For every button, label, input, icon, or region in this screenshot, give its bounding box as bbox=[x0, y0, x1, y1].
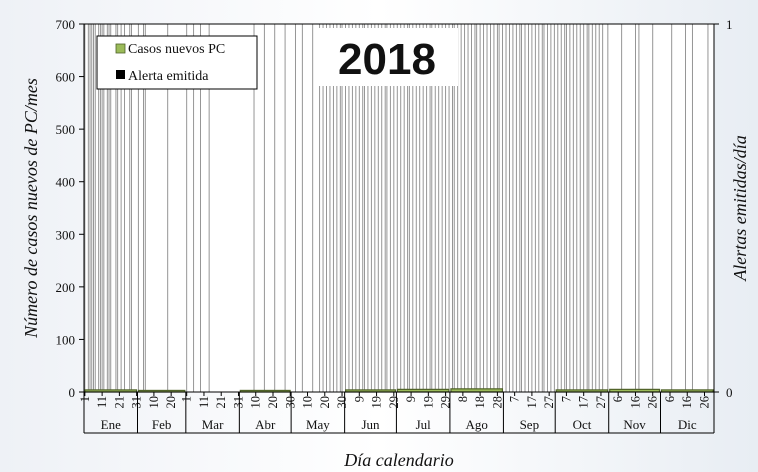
day-tick-label: 20 bbox=[318, 396, 332, 409]
y-tick-label: 200 bbox=[56, 280, 76, 295]
day-tick-label: 20 bbox=[266, 396, 280, 409]
day-tick-label: 31 bbox=[231, 396, 245, 409]
month-label: Jun bbox=[361, 417, 380, 432]
day-tick-label: 10 bbox=[249, 396, 263, 409]
y2-axis-label: Alertas emitidas/día bbox=[730, 135, 750, 282]
day-tick-label: 16 bbox=[680, 396, 694, 409]
y2-tick-label: 1 bbox=[726, 17, 733, 32]
day-tick-label: 1 bbox=[180, 396, 194, 402]
month-label: May bbox=[306, 417, 330, 432]
y-axis-label: Número de casos nuevos de PC/mes bbox=[21, 78, 41, 339]
day-tick-label: 19 bbox=[370, 396, 384, 409]
day-tick-label: 8 bbox=[456, 396, 470, 402]
legend: Casos nuevos PC Alerta emitida bbox=[96, 35, 258, 90]
day-tick-label: 21 bbox=[112, 396, 126, 409]
day-tick-label: 18 bbox=[473, 396, 487, 409]
day-tick-label: 28 bbox=[490, 396, 504, 409]
month-label: Oct bbox=[573, 417, 592, 432]
y2-tick-label: 0 bbox=[726, 385, 733, 400]
legend-label-alerts: Alerta emitida bbox=[128, 69, 209, 84]
legend-label-cases: Casos nuevos PC bbox=[128, 42, 225, 57]
day-tick-label: 9 bbox=[404, 396, 418, 402]
day-tick-label: 6 bbox=[611, 396, 625, 402]
day-tick-label: 9 bbox=[352, 396, 366, 402]
day-tick-label: 19 bbox=[421, 396, 435, 409]
y-tick-label: 500 bbox=[56, 122, 76, 137]
y-tick-label: 100 bbox=[56, 332, 76, 347]
plot-frame bbox=[83, 23, 715, 393]
day-tick-label: 1 bbox=[78, 396, 92, 402]
y-tick-label: 400 bbox=[56, 175, 76, 190]
title-background bbox=[315, 28, 458, 86]
day-tick-label: 10 bbox=[147, 396, 161, 409]
chart-title: 2018 bbox=[338, 35, 436, 84]
month-label: Abr bbox=[255, 417, 276, 432]
month-label: Ago bbox=[465, 417, 487, 432]
day-tick-label: 7 bbox=[559, 396, 573, 402]
month-label: Jul bbox=[416, 417, 432, 432]
cases-series bbox=[84, 388, 714, 393]
day-tick-label: 26 bbox=[646, 396, 660, 409]
month-label: Sep bbox=[520, 417, 540, 432]
month-label: Ene bbox=[101, 417, 121, 432]
day-tick-label: 6 bbox=[663, 396, 677, 402]
month-label: Feb bbox=[152, 417, 172, 432]
day-tick-label: 26 bbox=[698, 396, 712, 409]
day-tick-label: 11 bbox=[197, 396, 211, 408]
day-tick-label: 11 bbox=[95, 396, 109, 408]
day-tick-label: 30 bbox=[283, 396, 297, 409]
day-tick-label: 10 bbox=[301, 396, 315, 409]
month-label: Dic bbox=[678, 417, 697, 432]
day-tick-label: 21 bbox=[214, 396, 228, 409]
day-tick-label: 31 bbox=[130, 396, 144, 409]
day-tick-label: 17 bbox=[525, 396, 539, 409]
y-tick-label: 600 bbox=[56, 70, 76, 85]
month-label: Mar bbox=[202, 417, 224, 432]
y-tick-label: 300 bbox=[56, 227, 76, 242]
day-tick-label: 29 bbox=[439, 396, 453, 409]
legend-swatch-cases bbox=[115, 43, 126, 54]
day-tick-label: 29 bbox=[387, 396, 401, 409]
day-tick-label: 7 bbox=[508, 396, 522, 402]
day-tick-label: 16 bbox=[628, 396, 642, 409]
day-tick-label: 27 bbox=[594, 396, 608, 409]
day-tick-label: 17 bbox=[577, 396, 591, 409]
y-tick-label: 700 bbox=[56, 17, 76, 32]
y-tick-label: 0 bbox=[69, 385, 76, 400]
x-axis-label: Día calendario bbox=[343, 450, 454, 470]
day-tick-label: 30 bbox=[335, 396, 349, 409]
day-tick-label: 27 bbox=[542, 396, 556, 409]
day-tick-label: 20 bbox=[164, 396, 178, 409]
month-label: Nov bbox=[623, 417, 646, 432]
title-box: 2018 bbox=[315, 28, 458, 86]
legend-swatch-alerts bbox=[116, 70, 125, 79]
